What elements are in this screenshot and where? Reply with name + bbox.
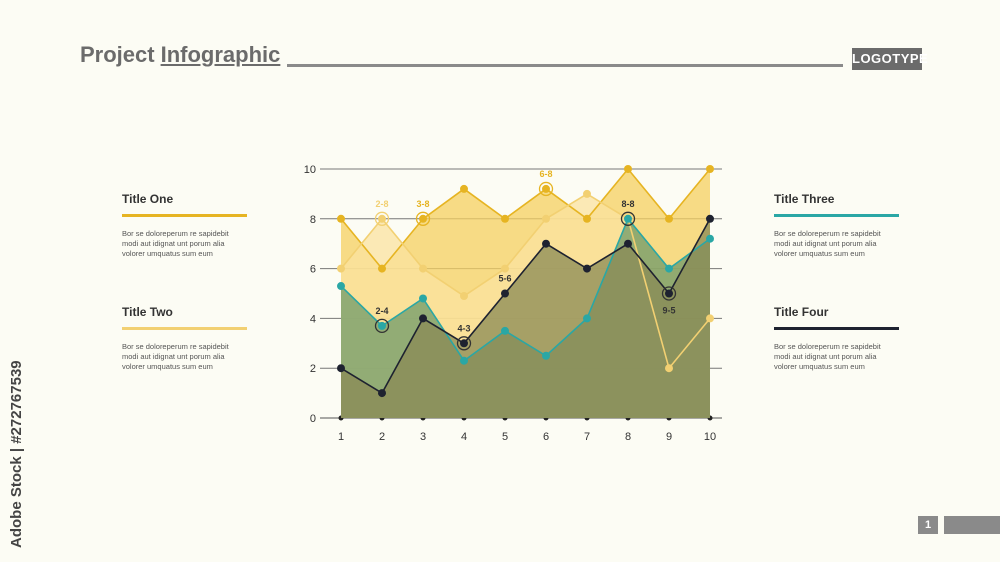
data-annotation: 8-8 [621, 199, 634, 209]
block-accent-bar [122, 214, 247, 217]
block-title: Title Four [774, 305, 829, 319]
data-point [460, 291, 468, 300]
highlight-ring [374, 211, 390, 226]
data-annotation: 4-3 [457, 323, 470, 333]
block-text: Bor se doloreperum re sapidebit modi aut… [122, 229, 229, 258]
data-point [583, 189, 591, 198]
data-point [337, 282, 345, 291]
data-point [337, 364, 345, 373]
page-number: 1 [918, 516, 938, 534]
block-title-one: Title One Bor se doloreperum re sapidebi… [122, 192, 247, 259]
block-title-four: Title Four Bor se doloreperum re sapideb… [774, 305, 899, 372]
data-point [378, 389, 386, 398]
y-tick-label: 6 [310, 264, 316, 276]
block-title-three: Title Three Bor se doloreperum re sapide… [774, 192, 899, 259]
data-point [665, 214, 673, 223]
data-point [706, 165, 714, 173]
data-annotation: 5-6 [498, 274, 511, 284]
data-point [665, 364, 673, 373]
x-tick-label: 3 [420, 431, 426, 443]
title-project: Project [80, 42, 155, 67]
data-point [583, 264, 591, 273]
data-point [665, 289, 673, 298]
x-tick-label: 6 [543, 431, 549, 443]
y-tick-label: 8 [310, 214, 316, 226]
data-annotation: 3-8 [416, 199, 429, 209]
data-point [501, 214, 509, 223]
block-title: Title Two [122, 305, 173, 319]
block-text: Bor se doloreperum re sapidebit modi aut… [774, 229, 881, 258]
data-point [706, 314, 714, 323]
block-text: Bor se doloreperum re sapidebit modi aut… [122, 342, 229, 371]
title-infographic: Infographic [160, 42, 281, 67]
data-point [460, 339, 468, 348]
highlight-ring [456, 336, 472, 351]
data-point [337, 214, 345, 223]
data-point [419, 264, 427, 273]
highlight-ring [620, 211, 636, 226]
data-point [419, 314, 427, 323]
y-tick-label: 2 [310, 363, 316, 375]
data-annotation: 2-4 [375, 306, 388, 316]
x-tick-label: 1 [338, 431, 344, 443]
x-tick-label: 2 [379, 431, 385, 443]
logotype: LOGOTYPE [852, 48, 928, 70]
x-tick-label: 7 [584, 431, 590, 443]
highlight-ring [415, 211, 431, 226]
data-point [542, 214, 550, 223]
data-point [501, 326, 509, 335]
data-point [501, 289, 509, 298]
y-tick-label: 0 [310, 413, 316, 425]
data-point [378, 214, 386, 223]
data-point [460, 356, 468, 365]
data-point [706, 234, 714, 243]
data-point [337, 264, 345, 273]
series-line [340, 218, 711, 395]
x-tick-label: 9 [666, 431, 672, 443]
highlight-ring [374, 318, 390, 334]
x-tick-label: 10 [704, 431, 716, 443]
data-point [624, 239, 632, 248]
series-area [341, 218, 710, 418]
y-tick-label: 4 [310, 313, 316, 325]
data-point [542, 239, 550, 248]
data-annotation: 2-8 [375, 199, 388, 209]
x-tick-label: 5 [502, 431, 508, 443]
block-text: Bor se doloreperum re sapidebit modi aut… [774, 342, 881, 371]
data-point [583, 214, 591, 223]
y-tick-label: 10 [304, 164, 316, 176]
stock-watermark-text: Adobe Stock | #272767539 [8, 360, 25, 548]
highlight-ring [661, 286, 677, 301]
page-bar [944, 516, 1000, 534]
data-annotation: 9-5 [662, 306, 675, 316]
data-point [419, 294, 427, 303]
title-rule [287, 64, 843, 67]
block-accent-bar [122, 327, 247, 330]
block-title: Title One [122, 192, 174, 206]
highlight-ring [538, 181, 554, 197]
block-accent-bar [774, 214, 899, 217]
data-point [501, 264, 509, 273]
block-title: Title Three [774, 192, 835, 206]
series-line [340, 192, 711, 370]
series-line [340, 217, 711, 362]
data-point [378, 264, 386, 273]
page-title: Project Infographic [80, 42, 280, 68]
data-point [460, 184, 468, 193]
data-point [542, 184, 550, 193]
data-point [624, 214, 632, 223]
x-tick-label: 4 [461, 431, 467, 443]
block-accent-bar [774, 327, 899, 330]
data-point [665, 264, 673, 273]
data-point [583, 314, 591, 323]
data-point [419, 214, 427, 223]
x-tick-label: 8 [625, 431, 631, 443]
data-point [624, 165, 632, 173]
data-point [378, 321, 386, 330]
data-point [542, 351, 550, 360]
data-annotation: 6-8 [539, 169, 552, 179]
block-title-two: Title Two Bor se doloreperum re sapidebi… [122, 305, 247, 372]
data-point [706, 214, 714, 223]
